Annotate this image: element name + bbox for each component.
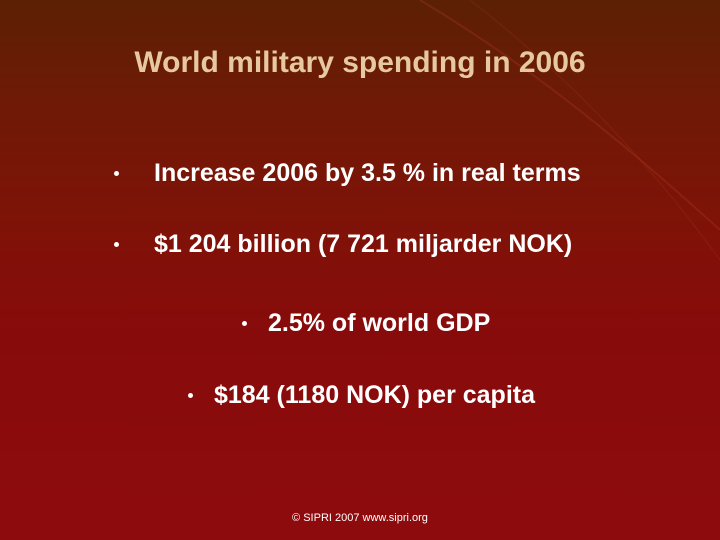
bullet-item: $184 (1180 NOK) per capita [188, 380, 608, 410]
bullet-dot [242, 321, 247, 326]
slide-title: World military spending in 2006 [134, 46, 586, 79]
bullet-dot [188, 393, 193, 398]
bullet-text: $184 (1180 NOK) per capita [214, 381, 535, 409]
bullet-item: $1 204 billion (7 721 miljarder NOK) [114, 229, 674, 259]
bullet-item: Increase 2006 by 3.5 % in real terms [114, 158, 674, 188]
footer-copyright: © SIPRI 2007 www.sipri.org [292, 512, 428, 524]
bullet-text: $1 204 billion (7 721 miljarder NOK) [154, 230, 573, 258]
bullet-dot [114, 171, 119, 176]
bullet-dot [114, 242, 119, 247]
bullet-item: 2.5% of world GDP [242, 308, 562, 338]
bullet-text: Increase 2006 by 3.5 % in real terms [154, 159, 581, 187]
bullet-text: 2.5% of world GDP [268, 309, 491, 337]
